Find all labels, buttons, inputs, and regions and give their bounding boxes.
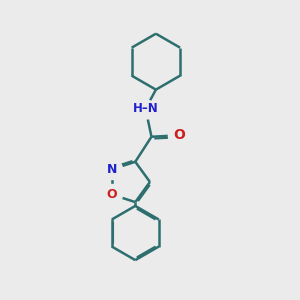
Text: H–N: H–N [133, 102, 158, 115]
Text: N: N [106, 163, 117, 176]
Text: O: O [173, 128, 185, 142]
Text: O: O [106, 188, 117, 201]
